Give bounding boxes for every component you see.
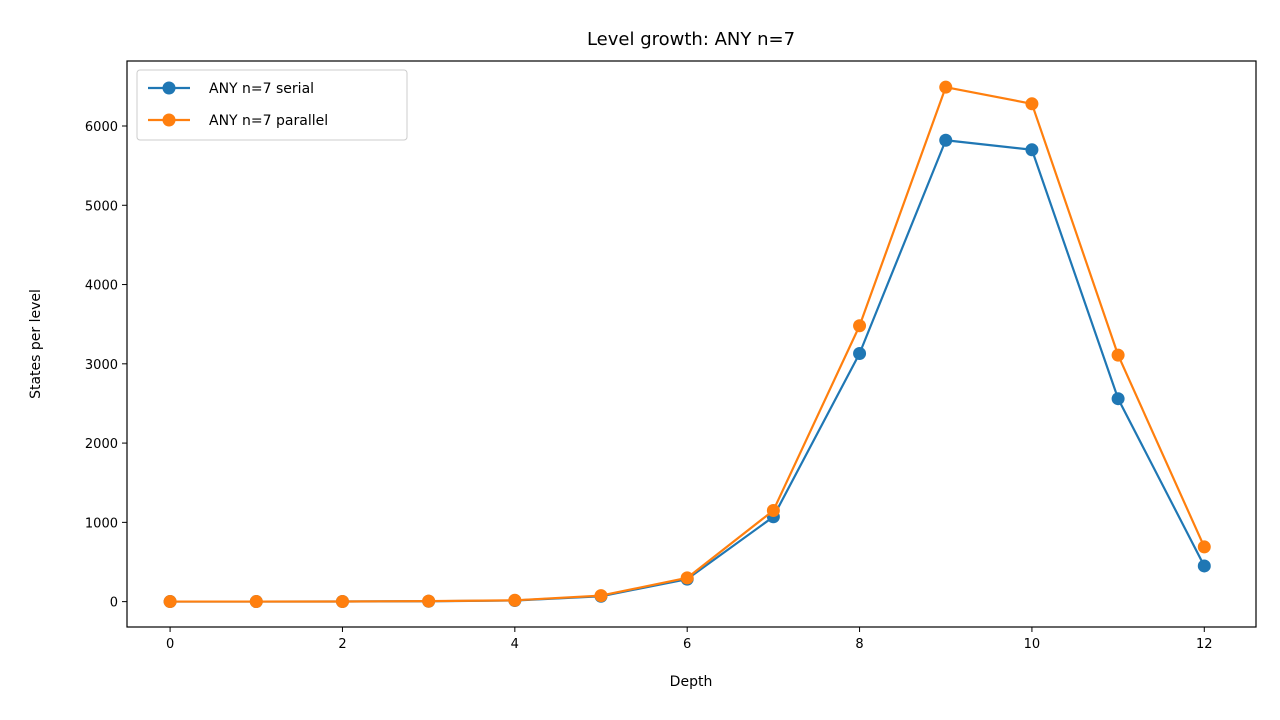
legend-marker-1 [162, 81, 176, 95]
series-2-point [163, 595, 177, 609]
series-line-1 [170, 139, 1206, 603]
x-tick-label: 8 [855, 637, 863, 652]
series-2-point [1025, 97, 1039, 111]
y-tick-label: 0 [110, 596, 118, 611]
legend-label-2: ANY n=7 parallel [209, 113, 328, 129]
series-2-point [853, 319, 867, 333]
series-1-point [1197, 559, 1211, 573]
y-tick-label: 3000 [85, 358, 118, 373]
series-1-point [1111, 392, 1125, 406]
legend-box [136, 69, 408, 141]
series-2-point [594, 589, 608, 603]
x-tick-label: 0 [166, 637, 174, 652]
x-axis-label: Depth [670, 674, 713, 690]
series-2-point [766, 503, 780, 517]
series-1-point [939, 133, 953, 147]
legend-label-1: ANY n=7 serial [209, 81, 314, 97]
series-2-point [249, 595, 263, 609]
series-layer [163, 80, 1211, 609]
y-tick-label: 6000 [85, 120, 118, 135]
x-tick-label: 12 [1196, 637, 1213, 652]
series-2-point [1111, 348, 1125, 362]
chart-title: Level growth: ANY n=7 [587, 29, 795, 50]
x-tick-label: 4 [511, 637, 519, 652]
series-2-point [508, 593, 522, 607]
y-tick-label: 5000 [85, 199, 118, 214]
x-tick-label: 10 [1024, 637, 1041, 652]
y-axis: 0 1000 2000 3000 4000 5000 6000 [85, 120, 127, 611]
series-2-point [939, 80, 953, 94]
series-1-point [853, 347, 867, 361]
y-tick-label: 4000 [85, 279, 118, 294]
x-tick-label: 6 [683, 637, 691, 652]
y-axis-label: States per level [28, 289, 44, 399]
series-2-point [1197, 540, 1211, 554]
y-tick-label: 1000 [85, 516, 118, 531]
series-2-point [422, 594, 436, 608]
plot-area-frame [126, 60, 1257, 628]
series-1-point [1025, 143, 1039, 157]
x-tick-label: 2 [338, 637, 346, 652]
series-line-2 [170, 86, 1206, 603]
legend: ANY n=7 serial ANY n=7 parallel [136, 69, 408, 141]
y-tick-label: 2000 [85, 437, 118, 452]
legend-marker-2 [162, 113, 176, 127]
series-2-point [335, 594, 349, 608]
x-axis: 0 2 4 6 8 10 12 [166, 627, 1213, 652]
series-2-point [680, 571, 694, 585]
